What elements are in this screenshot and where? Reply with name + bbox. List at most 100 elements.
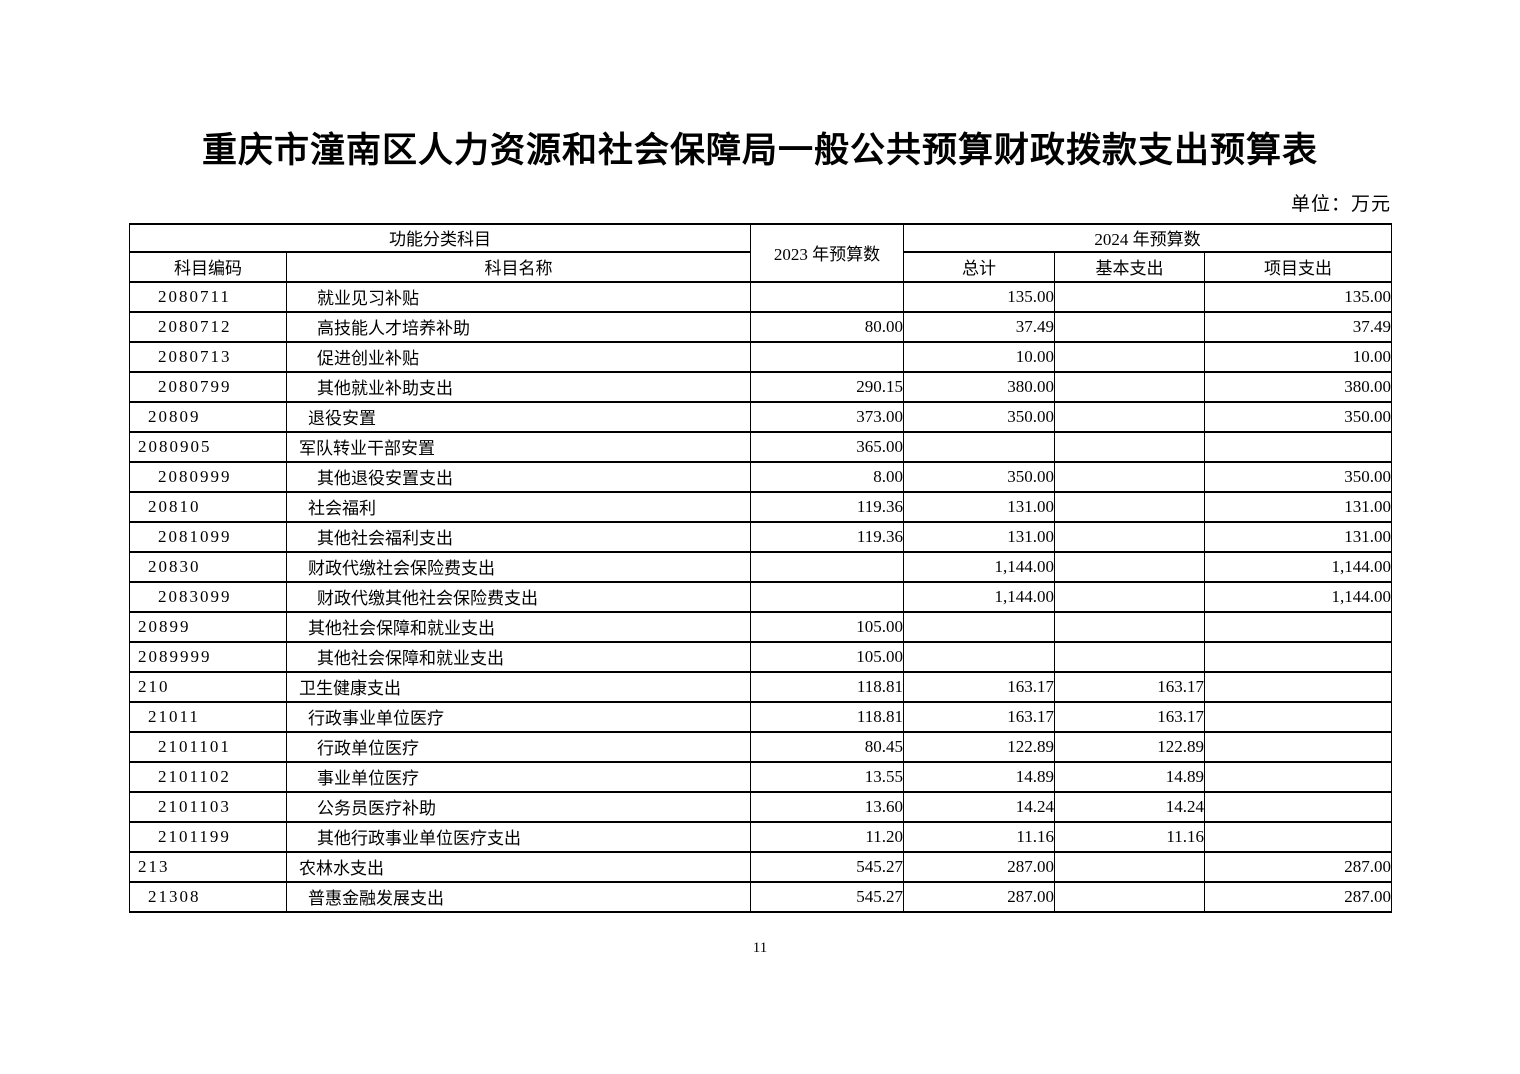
subject-name-cell: 其他社会保障和就业支出 [286, 640, 751, 673]
total-2024-cell [903, 430, 1055, 463]
total-2024-cell: 350.00 [903, 460, 1055, 493]
table-row: 210 卫生健康支出 118.81 163.17 163.17 [129, 670, 1392, 703]
subject-code-cell: 2081099 [129, 520, 287, 553]
subject-name-cell: 其他退役安置支出 [286, 460, 751, 493]
project-2024-cell: 131.00 [1204, 490, 1392, 523]
basic-2024-cell [1054, 580, 1205, 613]
subject-name-cell: 促进创业补贴 [286, 340, 751, 373]
budget-2023-cell: 11.20 [750, 820, 904, 853]
subject-code-cell: 2080905 [129, 430, 287, 463]
total-2024-cell: 1,144.00 [903, 550, 1055, 583]
basic-2024-cell: 163.17 [1054, 670, 1205, 703]
subject-code-cell: 2080799 [129, 370, 287, 403]
basic-2024-cell [1054, 850, 1205, 883]
header-project-2024: 项目支出 [1204, 250, 1392, 283]
subject-code-cell: 2101102 [129, 760, 287, 793]
table-row: 21308 普惠金融发展支出 545.27 287.00 287.00 [129, 880, 1392, 913]
subject-code-cell: 2080713 [129, 340, 287, 373]
table-row: 2080713 促进创业补贴 10.00 10.00 [129, 340, 1392, 373]
project-2024-cell [1204, 430, 1392, 463]
unit-note: 单位：万元 [1290, 193, 1391, 215]
table-row: 20810 社会福利 119.36 131.00 131.00 [129, 490, 1392, 523]
basic-2024-cell [1054, 400, 1205, 433]
total-2024-cell: 1,144.00 [903, 580, 1055, 613]
basic-2024-cell [1054, 430, 1205, 463]
table-row: 2089999 其他社会保障和就业支出 105.00 [129, 640, 1392, 673]
basic-2024-cell: 14.24 [1054, 790, 1205, 823]
basic-2024-cell [1054, 340, 1205, 373]
page-number: 11 [752, 939, 768, 956]
budget-2023-cell: 13.60 [750, 790, 904, 823]
total-2024-cell: 287.00 [903, 850, 1055, 883]
table-row: 2080905 军队转业干部安置 365.00 [129, 430, 1392, 463]
project-2024-cell: 10.00 [1204, 340, 1392, 373]
project-2024-cell [1204, 610, 1392, 643]
basic-2024-cell: 163.17 [1054, 700, 1205, 733]
subject-name-cell: 其他社会福利支出 [286, 520, 751, 553]
subject-code-cell: 20809 [129, 400, 287, 433]
basic-2024-cell [1054, 460, 1205, 493]
budget-2023-cell [750, 340, 904, 373]
document-page: 重庆市潼南区人力资源和社会保障局一般公共预算财政拨款支出预算表 单位：万元 功能… [129, 0, 1392, 957]
subject-code-cell: 2080999 [129, 460, 287, 493]
subject-name-cell: 社会福利 [286, 490, 751, 523]
budget-2023-cell: 80.00 [750, 310, 904, 343]
basic-2024-cell [1054, 640, 1205, 673]
table-row: 2080999 其他退役安置支出 8.00 350.00 350.00 [129, 460, 1392, 493]
subject-code-cell: 2101199 [129, 820, 287, 853]
subject-code-cell: 2101101 [129, 730, 287, 763]
table-row: 213 农林水支出 545.27 287.00 287.00 [129, 850, 1392, 883]
budget-2023-cell: 119.36 [750, 520, 904, 553]
basic-2024-cell: 122.89 [1054, 730, 1205, 763]
basic-2024-cell [1054, 490, 1205, 523]
total-2024-cell: 11.16 [903, 820, 1055, 853]
subject-code-cell: 2089999 [129, 640, 287, 673]
total-2024-cell: 14.24 [903, 790, 1055, 823]
total-2024-cell: 131.00 [903, 520, 1055, 553]
subject-name-cell: 事业单位医疗 [286, 760, 751, 793]
project-2024-cell: 135.00 [1204, 280, 1392, 313]
total-2024-cell: 380.00 [903, 370, 1055, 403]
subject-name-cell: 其他行政事业单位医疗支出 [286, 820, 751, 853]
basic-2024-cell: 14.89 [1054, 760, 1205, 793]
basic-2024-cell [1054, 280, 1205, 313]
project-2024-cell: 1,144.00 [1204, 550, 1392, 583]
basic-2024-cell [1054, 370, 1205, 403]
subject-code-cell: 2080711 [129, 280, 287, 313]
project-2024-cell: 287.00 [1204, 880, 1392, 913]
subject-code-cell: 213 [129, 850, 287, 883]
subject-name-cell: 农林水支出 [286, 850, 751, 883]
project-2024-cell [1204, 670, 1392, 703]
project-2024-cell [1204, 820, 1392, 853]
project-2024-cell: 131.00 [1204, 520, 1392, 553]
table-row: 2080711 就业见习补贴 135.00 135.00 [129, 280, 1392, 313]
budget-2023-cell [750, 580, 904, 613]
budget-table: 功能分类科目 2023 年预算数 2024 年预算数 科目编码 科目名称 总计 … [129, 222, 1392, 913]
total-2024-cell: 135.00 [903, 280, 1055, 313]
subject-code-cell: 20830 [129, 550, 287, 583]
project-2024-cell [1204, 790, 1392, 823]
table-row: 20830 财政代缴社会保险费支出 1,144.00 1,144.00 [129, 550, 1392, 583]
subject-name-cell: 行政单位医疗 [286, 730, 751, 763]
header-function-category: 功能分类科目 [129, 222, 751, 253]
total-2024-cell [903, 640, 1055, 673]
project-2024-cell: 37.49 [1204, 310, 1392, 343]
project-2024-cell [1204, 640, 1392, 673]
subject-name-cell: 公务员医疗补助 [286, 790, 751, 823]
total-2024-cell: 131.00 [903, 490, 1055, 523]
basic-2024-cell [1054, 520, 1205, 553]
subject-name-cell: 普惠金融发展支出 [286, 880, 751, 913]
page-title: 重庆市潼南区人力资源和社会保障局一般公共预算财政拨款支出预算表 [201, 131, 1318, 170]
basic-2024-cell [1054, 610, 1205, 643]
subject-code-cell: 2101103 [129, 790, 287, 823]
table-row: 2080799 其他就业补助支出 290.15 380.00 380.00 [129, 370, 1392, 403]
table-row: 2101102 事业单位医疗 13.55 14.89 14.89 [129, 760, 1392, 793]
budget-2023-cell: 373.00 [750, 400, 904, 433]
subject-code-cell: 20810 [129, 490, 287, 523]
header-subject-name: 科目名称 [286, 250, 751, 283]
total-2024-cell: 10.00 [903, 340, 1055, 373]
subject-name-cell: 军队转业干部安置 [286, 430, 751, 463]
subject-code-cell: 21011 [129, 700, 287, 733]
subject-name-cell: 行政事业单位医疗 [286, 700, 751, 733]
table-row: 20899 其他社会保障和就业支出 105.00 [129, 610, 1392, 643]
